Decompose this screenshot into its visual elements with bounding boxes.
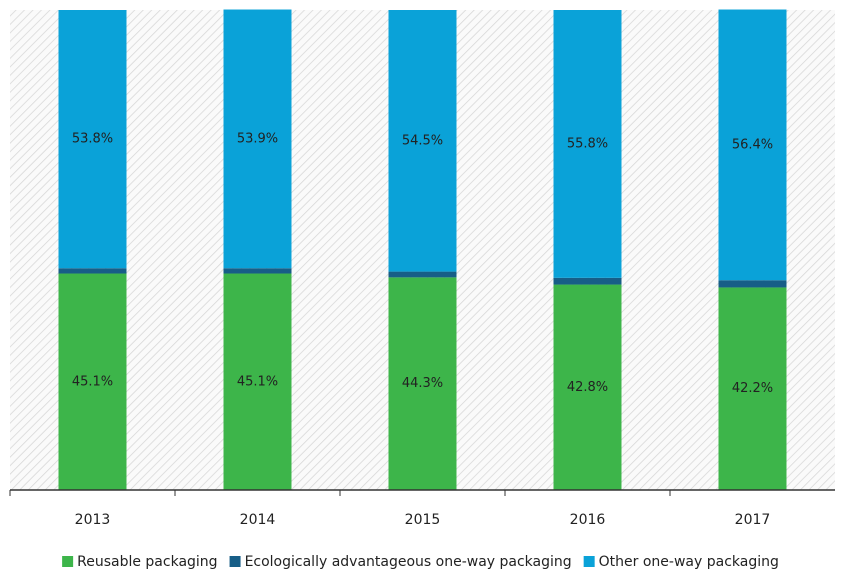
legend-swatch	[62, 556, 74, 567]
value-label: 42.2%	[732, 381, 773, 396]
bar-segment	[718, 287, 787, 490]
bar-segment	[553, 277, 622, 285]
bar-segment	[388, 277, 457, 490]
x-tick-label: 2016	[570, 512, 606, 528]
bar-segment	[718, 280, 787, 288]
bar-segment	[58, 268, 127, 274]
value-label: 42.8%	[567, 380, 608, 395]
value-label: 45.1%	[237, 374, 278, 389]
bar-segment	[388, 271, 457, 278]
legend-label: Ecologically advantageous one-way packag…	[245, 554, 572, 570]
value-label: 45.1%	[72, 374, 113, 389]
value-label: 54.5%	[402, 133, 443, 148]
value-label: 55.8%	[567, 136, 608, 151]
bar-segment	[553, 284, 622, 490]
x-tick-label: 2013	[75, 512, 111, 528]
bar-segment	[58, 273, 127, 490]
bar-segment	[223, 273, 292, 490]
bar-segment	[58, 10, 127, 269]
legend-label: Reusable packaging	[77, 554, 217, 570]
x-tick-label: 2015	[405, 512, 441, 528]
legend-swatch	[229, 556, 241, 567]
legend-swatch	[583, 556, 595, 567]
x-tick-label: 2014	[240, 512, 276, 528]
bar-segment	[223, 9, 292, 269]
bar-segment	[223, 268, 292, 274]
bar-segment	[553, 10, 622, 278]
value-label: 53.8%	[72, 132, 113, 147]
value-label: 56.4%	[732, 137, 773, 152]
legend-label: Other one-way packaging	[599, 554, 779, 570]
x-tick-label: 2017	[735, 512, 771, 528]
value-label: 53.9%	[237, 131, 278, 146]
value-label: 44.3%	[402, 376, 443, 391]
bar-segment	[388, 10, 457, 272]
bar-segment	[718, 9, 787, 281]
